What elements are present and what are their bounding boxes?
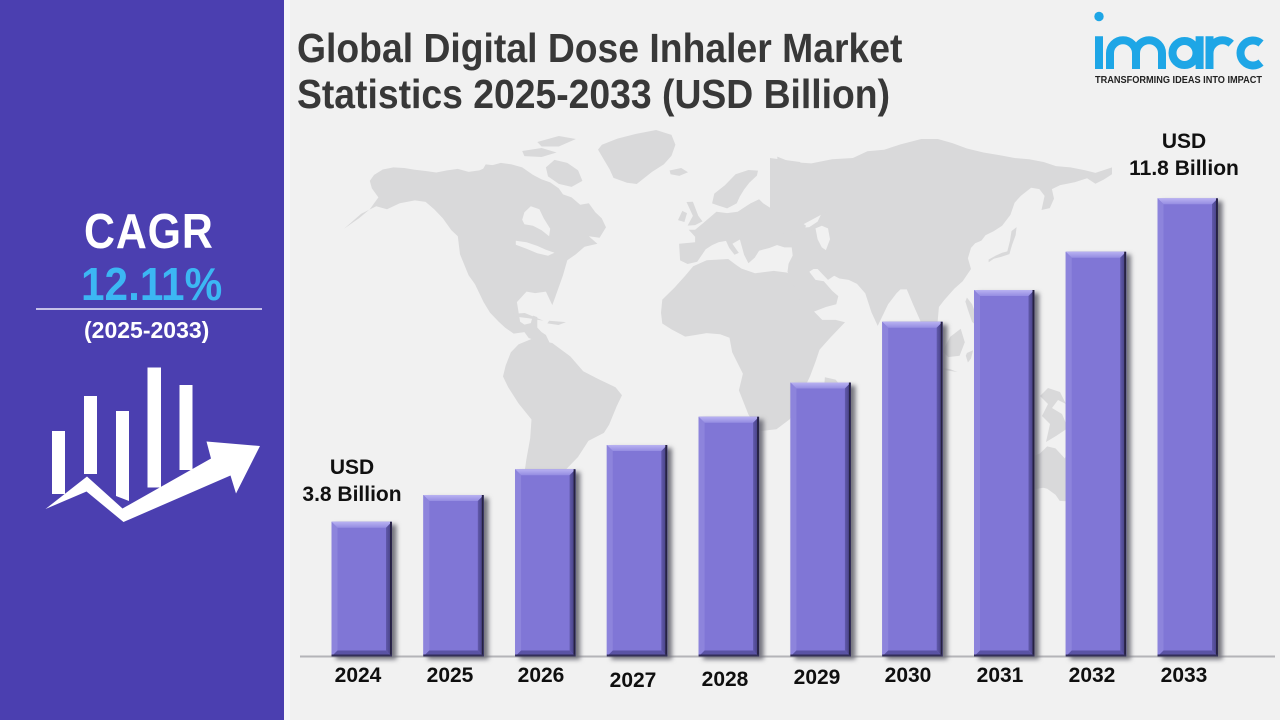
svg-text:TRANSFORMING IDEAS INTO IMPACT: TRANSFORMING IDEAS INTO IMPACT: [1095, 75, 1262, 86]
